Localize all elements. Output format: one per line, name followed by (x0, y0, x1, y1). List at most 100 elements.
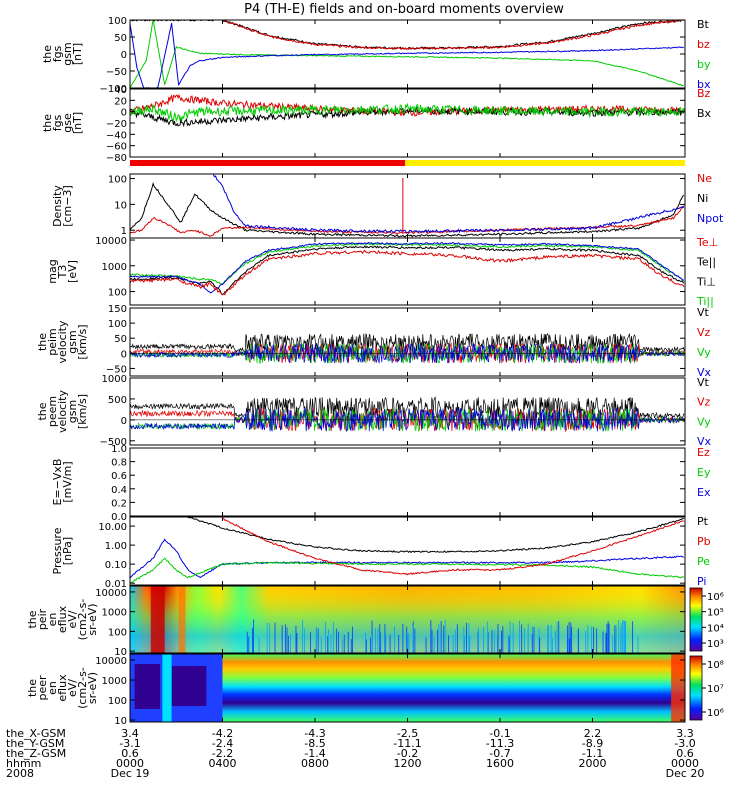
footer-value: -2.5 (397, 727, 418, 740)
colorbar-label: 10⁶ (707, 708, 724, 719)
y-tick-label: −40 (106, 130, 127, 141)
y-tick-label: −50 (106, 364, 127, 375)
legend-entry: Ne (697, 172, 712, 185)
footer-value: -11.3 (486, 737, 514, 750)
legend-entry: Pe (697, 555, 710, 568)
y-axis-label-line: fgs (51, 45, 64, 62)
y-tick-label: 10000 (95, 236, 127, 247)
y-tick-label: −20 (106, 119, 127, 130)
panel-plot-area (130, 396, 685, 433)
footer-value: -11.1 (393, 737, 421, 750)
legend-entry: bx (697, 78, 711, 91)
y-axis-label-line: peem (46, 396, 59, 427)
series-teperp-line (130, 249, 685, 296)
y-tick-label: 0 (121, 50, 127, 61)
panel-2: 100 10 1 Density[cm−3] Ne Ni Npot (51, 172, 724, 239)
y-tick-label: −50 (106, 67, 127, 78)
y-axis-label-line: the (26, 679, 39, 697)
status-segment-red (130, 160, 406, 166)
legend-entry: Vx (697, 366, 712, 379)
y-axis-label-line: [km/s] (76, 324, 89, 359)
y-tick-label: 1000 (102, 374, 127, 385)
colorbar-label: 10⁷ (707, 684, 724, 695)
y-axis-label-line: the (41, 114, 54, 132)
y-tick-label: 0.4 (111, 485, 127, 496)
legend-entry: by (697, 58, 711, 71)
panel-plot-area (130, 517, 685, 584)
y-tick-label: 1.00 (105, 541, 127, 552)
y-tick-label: 50 (114, 334, 127, 345)
y-tick-label: 100 (108, 175, 127, 186)
y-tick-label: 20 (114, 96, 127, 107)
legend-entry: Ez (697, 446, 710, 459)
y-tick-label: 1000 (102, 262, 127, 273)
y-tick-label: 1000 (102, 676, 127, 687)
footer-row-label: hhmm (6, 757, 41, 770)
y-axis-label-line: eV/ (66, 610, 79, 628)
footer-value: 0400 (209, 757, 237, 770)
velocity-trace-3 (130, 342, 685, 364)
series-ti-line (130, 242, 685, 285)
footer-row-label: the_Y-GSM (6, 737, 64, 750)
footer-value: -1.4 (304, 747, 325, 760)
series-ni-line (130, 181, 685, 238)
velocity-trace-2 (130, 342, 685, 364)
legend-entry: Vt (697, 306, 710, 319)
ion-spectrogram-band (178, 586, 186, 653)
footer-value: 3.3 (676, 727, 694, 740)
y-tick-label: 10 (114, 716, 127, 727)
panel-frame (129, 307, 686, 377)
footer-value: -8.9 (582, 737, 603, 750)
footer-row-label: the_Z-GSM (6, 747, 66, 760)
ephemeris-footer: the_X-GSMthe_Y-GSMthe_Z-GSMhhmm20083.4-3… (6, 727, 704, 780)
panels-group: 100500−50−100thefgsgsm[nT]Btbzbybx40200−… (26, 16, 724, 727)
y-axis-label-line: mag (46, 259, 59, 283)
footer-value: -0.1 (489, 727, 510, 740)
footer-value: 0.6 (676, 747, 694, 760)
panel-plot-area (130, 242, 685, 296)
electron-spectrogram-blob (171, 666, 207, 706)
legend-entry: Vy (697, 346, 711, 359)
y-tick-label: −80 (106, 153, 127, 164)
y-tick-label: 100 (108, 696, 127, 707)
y-axis-label-line: gsm (66, 400, 79, 423)
electron-spectrogram-gap (162, 654, 172, 722)
y-tick-label: 10 (114, 200, 127, 211)
y-axis-label-line: sr-eV) (86, 603, 99, 635)
y-axis-label-line: peim (46, 328, 59, 356)
status-segment-yellow (405, 160, 685, 166)
colorbar-label: 10⁵ (707, 608, 724, 619)
footer-value: -8.5 (304, 737, 325, 750)
panel-plot-area (130, 93, 685, 128)
y-axis-label-line: peer (36, 675, 49, 701)
series-npot-line (212, 174, 685, 234)
y-axis-label-line: fgs (51, 114, 64, 131)
footer-value: 1200 (394, 757, 422, 770)
electron-spectrogram-blob (134, 664, 161, 709)
footer-value: 0000 (116, 757, 144, 770)
y-tick-label: 0.01 (105, 579, 127, 590)
y-axis-label-line: [cm−3] (61, 185, 74, 227)
legend-entry: Ti⊥ (696, 275, 716, 288)
y-axis-label-line: peir (36, 608, 49, 630)
footer-value: -4.3 (304, 727, 325, 740)
y-axis-label-line: gsm (61, 42, 74, 65)
y-tick-label: 10000 (95, 656, 127, 667)
colorbar-label: 10⁴ (707, 623, 724, 634)
footer-value: 2000 (579, 757, 607, 770)
footer-row-label: the_X-GSM (6, 727, 66, 740)
y-tick-label: 0.10 (105, 560, 127, 571)
footer-value: -4.2 (212, 727, 233, 740)
y-tick-label: 500 (108, 395, 127, 406)
y-tick-label: 1000 (102, 608, 127, 619)
y-tick-label: 0.0 (111, 512, 127, 523)
y-axis-label-line: en (46, 613, 59, 627)
panel-plot-area (130, 586, 685, 653)
series-by-line (130, 20, 685, 88)
series-by-gse-line (130, 102, 685, 123)
legend-entry: bz (697, 38, 710, 51)
